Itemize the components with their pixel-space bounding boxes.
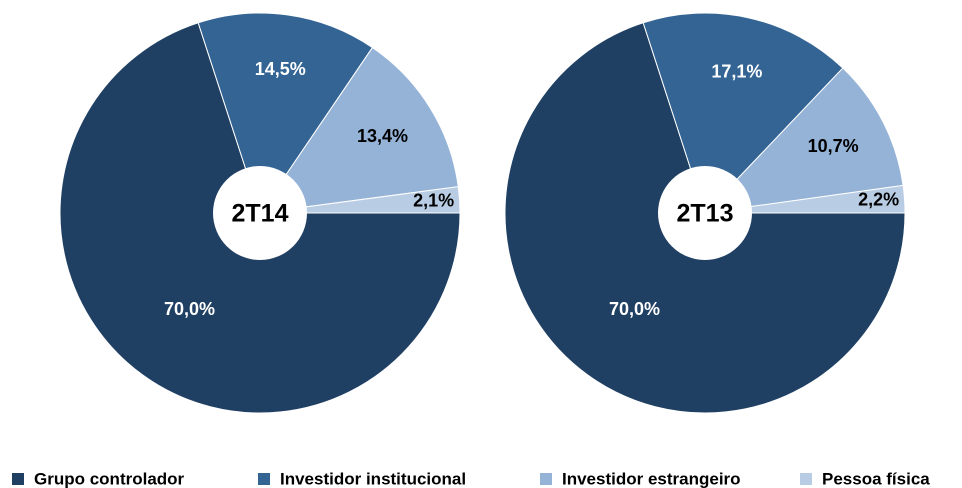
slice-label: 13,4% (357, 126, 408, 146)
slice-label: 17,1% (711, 61, 762, 81)
slice-label: 2,1% (413, 190, 454, 210)
pie-slice (642, 12, 844, 214)
legend-swatch (12, 473, 24, 485)
slice-label: 70,0% (609, 299, 660, 319)
slice-label: 10,7% (808, 136, 859, 156)
center-hole (658, 166, 752, 260)
pie-slice (259, 186, 461, 214)
pie-slice (258, 46, 459, 214)
pie-slice (704, 184, 906, 214)
legend-swatch (258, 473, 270, 485)
pie-slice (197, 12, 374, 215)
slice-label: 14,5% (255, 59, 306, 79)
chart-title: 2T13 (677, 200, 734, 228)
center-hole (213, 166, 307, 260)
pie-slice (703, 67, 904, 214)
slice-label: 2,2% (858, 190, 899, 210)
legend-swatch (540, 473, 552, 485)
chart-title: 2T14 (232, 200, 289, 228)
legend-label: Investidor estrangeiro (562, 469, 741, 488)
slice-label: 70,0% (164, 299, 215, 319)
legend-label: Grupo controlador (34, 469, 185, 488)
legend-swatch (800, 473, 812, 485)
legend-label: Pessoa física (822, 469, 930, 488)
legend-label: Investidor institucional (280, 469, 466, 488)
